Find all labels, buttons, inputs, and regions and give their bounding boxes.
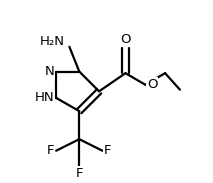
Text: F: F [47,144,55,157]
Text: F: F [76,167,83,180]
Text: HN: HN [35,92,55,104]
Text: O: O [147,78,157,91]
Text: F: F [104,144,112,157]
Text: O: O [120,33,131,46]
Text: H₂N: H₂N [39,35,64,48]
Text: N: N [45,65,55,78]
